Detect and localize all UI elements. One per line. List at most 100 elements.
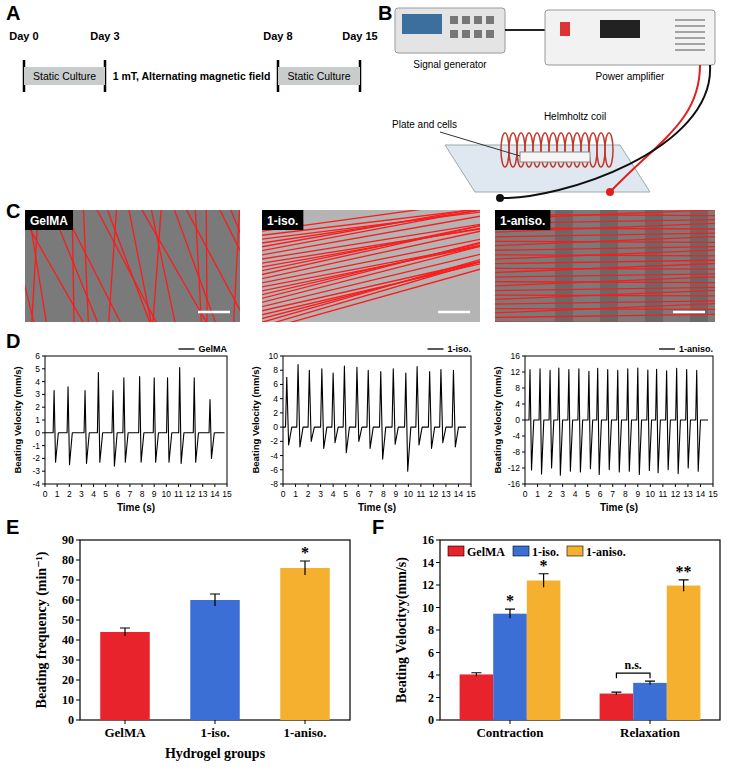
y-tick [42, 458, 45, 459]
y-tick-label: -8 [270, 479, 278, 489]
x-tick-label: 12 [186, 489, 196, 499]
y-tick-label: 1 [35, 415, 40, 425]
label-box [495, 210, 550, 230]
coil-turn [597, 133, 605, 167]
x-tick-label: 9 [635, 489, 640, 499]
x-tick [562, 484, 563, 487]
plot-area [45, 368, 225, 467]
x-tick-label: 0 [523, 489, 528, 499]
button [474, 16, 482, 24]
y-tick [42, 445, 45, 446]
x-axis-label: Time (s) [600, 502, 638, 513]
y-tick-label: -4 [270, 451, 278, 461]
x-tick-label: 1 [535, 489, 540, 499]
legend-label: GelMA [198, 344, 227, 354]
x-tick [370, 484, 371, 487]
bar [527, 581, 561, 721]
trace-line [262, 266, 480, 322]
scale-bar [673, 311, 705, 314]
x-tick [612, 484, 613, 487]
y-tick [280, 398, 283, 399]
trace-line [153, 210, 162, 322]
x-tick-label: 12 [671, 489, 681, 499]
x-tick [420, 484, 421, 487]
y-tick [280, 427, 283, 428]
device-label: Plate and cells [392, 119, 457, 130]
y-tick [522, 436, 525, 437]
y-tick-label: 6 [273, 379, 278, 389]
y-tick [76, 540, 80, 541]
x-tick [637, 484, 638, 487]
y-tick [522, 372, 525, 373]
y-tick [436, 607, 440, 608]
y-tick [76, 620, 80, 621]
legend-label: 1-iso. [447, 344, 471, 354]
x-tick [358, 484, 359, 487]
button [486, 16, 494, 24]
trace-line [128, 210, 152, 322]
x-tick [81, 484, 82, 487]
y-tick-label: 0 [515, 415, 520, 425]
y-tick-label: -2 [32, 453, 40, 463]
y-tick [76, 660, 80, 661]
label-box [262, 210, 303, 230]
coil-turn [605, 133, 613, 167]
vent [675, 44, 705, 45]
category-label: 1-iso. [200, 725, 229, 740]
legend-swatch [178, 348, 194, 349]
y-tick [76, 560, 80, 561]
x-tick-label: 5 [343, 489, 348, 499]
x-tick [202, 484, 203, 487]
frame [45, 356, 227, 484]
trace-line [495, 321, 715, 322]
signal-generator [395, 8, 505, 53]
plot-area [525, 368, 708, 475]
screen [402, 14, 442, 34]
x-tick-label: 2 [306, 489, 311, 499]
plot-area [460, 574, 701, 720]
x-tick [105, 484, 106, 487]
x-tick-label: 0 [43, 489, 48, 499]
day-label: Day 15 [342, 30, 377, 42]
x-tick [117, 484, 118, 487]
y-tick [280, 356, 283, 357]
x-tick [215, 720, 216, 724]
y-tick [522, 484, 525, 485]
y-tick-label: 10 [62, 693, 74, 707]
x-tick [214, 484, 215, 487]
trace-line [495, 250, 715, 259]
frame [525, 356, 713, 484]
y-tick-label: 8 [428, 623, 434, 637]
x-tick [537, 484, 538, 487]
x-tick-label: 8 [623, 489, 628, 499]
x-tick-label: 12 [429, 489, 439, 499]
y-tick-label: 4 [428, 668, 434, 682]
legend-label: 1-aniso. [586, 545, 626, 559]
y-tick-label: -16 [508, 479, 521, 489]
trace-line [94, 210, 158, 322]
bar [667, 586, 701, 720]
y-tick-label: 14 [422, 556, 434, 570]
velocity-line [283, 365, 466, 472]
y-tick-label: 10 [422, 601, 434, 615]
y-tick [76, 720, 80, 721]
y-tick-label: -8 [512, 447, 520, 457]
terminal [606, 188, 614, 196]
x-tick [575, 484, 576, 487]
y-tick-label: 8 [273, 365, 278, 375]
legend-label: 1-iso. [532, 545, 559, 559]
category-label: GelMA [104, 725, 146, 740]
error-bar [645, 681, 655, 684]
terminal [496, 194, 504, 202]
error-bar [120, 628, 130, 636]
bar [460, 674, 494, 720]
x-tick [345, 484, 346, 487]
y-tick [76, 700, 80, 701]
y-tick-label: -12 [508, 463, 521, 473]
y-tick-label: -4 [32, 479, 40, 489]
y-tick [42, 484, 45, 485]
y-tick-label: 5 [35, 364, 40, 374]
category-label: Relaxation [620, 725, 681, 740]
x-tick [625, 484, 626, 487]
plot-area [100, 561, 330, 720]
